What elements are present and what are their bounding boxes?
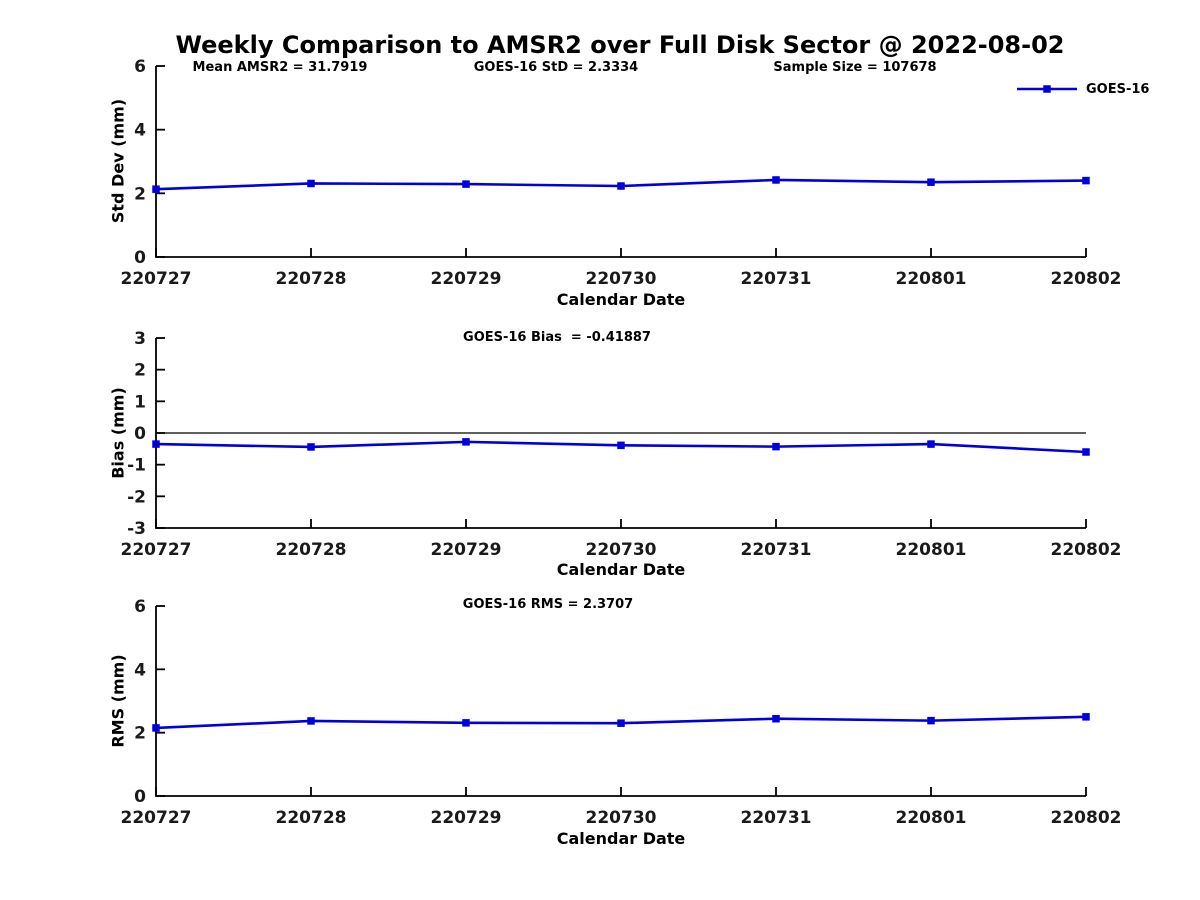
x-axis-label-stddev: Calendar Date <box>556 290 686 309</box>
annotation-goes16-rms: GOES-16 RMS = 2.3707 <box>462 597 634 612</box>
legend: GOES-16 <box>1016 81 1149 97</box>
axis-frame <box>155 606 1086 797</box>
x-tick-label: 220729 <box>431 269 502 289</box>
y-tick-label: 0 <box>134 787 146 807</box>
y-axis-label-rms: RMS (mm) <box>108 654 128 748</box>
x-axis-label-bias: Calendar Date <box>556 560 686 579</box>
data-point-marker <box>1082 448 1090 456</box>
x-tick-label: 220729 <box>431 540 502 560</box>
y-tick-label: 4 <box>134 121 146 141</box>
x-tick-label: 220727 <box>121 808 192 828</box>
y-axis-label-stddev: Std Dev (mm) <box>108 98 128 224</box>
x-tick-label: 220802 <box>1051 808 1122 828</box>
data-point-marker <box>617 441 625 450</box>
x-tick-label: 220727 <box>121 540 192 560</box>
legend-line-sample-icon <box>1017 85 1077 93</box>
x-tick-label: 220801 <box>896 540 967 560</box>
subplot-2-graphics: -3 -2 -1 0 1 2 3 220727 220728 220729 220730 220731… <box>121 329 1122 560</box>
x-tick-label: 220730 <box>586 808 657 828</box>
y-tick-label: 6 <box>134 597 146 617</box>
y-tick-label: 1 <box>134 392 146 412</box>
data-point-marker <box>617 719 625 727</box>
data-point-marker <box>927 440 935 448</box>
x-tick-label: 220727 <box>121 269 192 289</box>
data-point-marker <box>772 442 780 451</box>
data-point-marker <box>152 724 160 732</box>
x-tick-label: 220729 <box>431 808 502 828</box>
data-point-marker <box>462 438 470 446</box>
y-tick-label: 0 <box>134 424 146 444</box>
y-tick-label: -3 <box>127 519 146 539</box>
y-axis-label-bias: Bias (mm) <box>108 387 128 479</box>
annotation-sample-size: Sample Size = 107678 <box>773 60 937 75</box>
x-tick-label: 220801 <box>896 808 967 828</box>
annotation-mean-amsr2: Mean AMSR2 = 31.7919 <box>192 60 368 75</box>
data-point-marker <box>1082 176 1090 185</box>
x-tick-label: 220802 <box>1051 269 1122 289</box>
data-point-marker <box>152 185 160 193</box>
y-tick-label: -1 <box>127 456 146 476</box>
x-tick-label: 220730 <box>586 540 657 560</box>
data-point-marker <box>1082 713 1090 721</box>
data-point-marker <box>462 719 470 727</box>
axis-frame <box>155 66 1086 258</box>
x-tick-label: 220728 <box>276 540 347 560</box>
data-point-marker <box>307 179 315 188</box>
x-tick-label: 220728 <box>276 269 347 289</box>
data-point-marker <box>307 443 315 451</box>
subplot-1-graphics: 0 2 4 6 220727 220728 220729 220730 220731 220801… <box>121 57 1122 289</box>
x-tick-label: 220728 <box>276 808 347 828</box>
figure-title: Weekly Comparison to AMSR2 over Full Dis… <box>175 31 1065 59</box>
legend-marker <box>1043 85 1051 93</box>
x-tick-label: 220801 <box>896 269 967 289</box>
x-tick-label: 220731 <box>741 808 812 828</box>
x-tick-label: 220731 <box>741 540 812 560</box>
y-tick-label: -2 <box>127 487 146 507</box>
y-tick-label: 0 <box>134 248 146 268</box>
annotation-goes16-bias: GOES-16 Bias = -0.41887 <box>463 330 651 345</box>
data-point-marker <box>617 182 625 190</box>
data-point-marker <box>927 716 935 725</box>
y-tick-label: 6 <box>134 57 146 77</box>
data-point-marker <box>462 180 470 188</box>
y-tick-label: 3 <box>134 329 146 349</box>
legend-label: GOES-16 <box>1086 81 1150 97</box>
x-axis-label-rms: Calendar Date <box>556 829 686 848</box>
y-tick-label: 2 <box>134 184 146 204</box>
y-tick-label: 2 <box>134 724 146 744</box>
subplot-3-graphics: 0 2 4 6 220727 220728 220729 220730 220731 220801… <box>121 597 1122 828</box>
x-tick-label: 220731 <box>741 269 812 289</box>
x-tick-label: 220730 <box>586 269 657 289</box>
y-tick-label: 4 <box>134 660 146 680</box>
data-point-marker <box>307 717 315 725</box>
x-tick-label: 220802 <box>1051 540 1122 560</box>
annotation-goes16-std: GOES-16 StD = 2.3334 <box>473 60 639 75</box>
y-tick-label: 2 <box>134 361 146 381</box>
data-point-marker <box>772 714 780 723</box>
data-point-marker <box>927 178 935 186</box>
data-point-marker <box>152 440 160 448</box>
data-point-marker <box>772 176 780 184</box>
